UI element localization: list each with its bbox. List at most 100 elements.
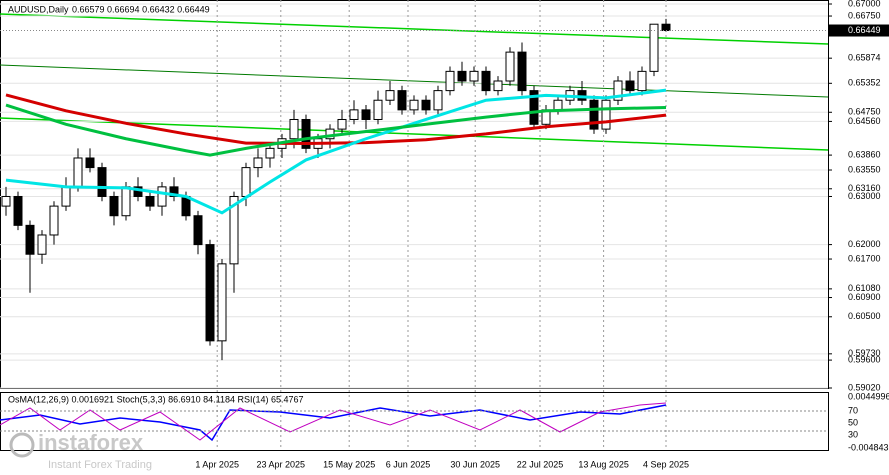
candle-body <box>241 167 251 197</box>
indicator-line <box>0 402 667 441</box>
candle-body <box>169 186 179 197</box>
candle-body <box>409 99 419 111</box>
x-tick-label: 13 Aug 2025 <box>578 459 629 469</box>
candle-body <box>613 80 623 101</box>
indicator-text: OsMA(12,26,9) 0.0016921 Stoch(5,3,3) 86.… <box>8 394 304 404</box>
candle-body <box>253 157 263 169</box>
x-tick-label: 1 Apr 2025 <box>195 459 239 469</box>
trend-line <box>0 13 829 45</box>
candle-body <box>229 195 239 265</box>
candle-body <box>301 118 311 149</box>
candle-body <box>133 186 143 197</box>
x-tick-label: 22 Jul 2025 <box>517 459 564 469</box>
y-tick-label: 0.64560 <box>848 116 881 126</box>
moving-average <box>5 88 667 215</box>
candle-body <box>433 90 443 111</box>
candle-body <box>637 70 647 92</box>
title: AUDUSD,Daily <box>8 4 69 14</box>
candle-body <box>337 118 347 130</box>
candle-body <box>217 263 227 342</box>
candle-body <box>493 80 503 92</box>
plot <box>0 0 828 450</box>
indicator-line <box>0 404 667 442</box>
candle-body <box>649 23 659 72</box>
moving-average <box>5 103 667 157</box>
candle-body <box>601 99 611 130</box>
candle-body <box>397 90 407 111</box>
indicator-frame <box>0 392 829 451</box>
logo-sub: Instant Forex Trading <box>48 459 152 471</box>
y-tick-label: 0.64750 <box>848 107 881 117</box>
candle-body <box>349 109 359 120</box>
y-tick-label: 0.67000 <box>848 0 881 8</box>
candle-body <box>61 186 71 207</box>
candle-body <box>13 195 23 226</box>
candle-body <box>457 70 467 82</box>
candle-body <box>445 70 455 92</box>
y-tick-label: 0.65874 <box>848 53 881 63</box>
candle-body <box>505 51 515 82</box>
candle-body <box>373 99 383 120</box>
y-tick-label: 0.62000 <box>848 239 881 249</box>
candle-body <box>205 244 215 342</box>
indicator-tick: 50 <box>848 417 858 427</box>
candle-body <box>73 157 83 188</box>
candle-body <box>385 90 395 101</box>
candle-body <box>121 186 131 217</box>
indicator-tick: 70 <box>848 405 858 415</box>
x-tick-label: 30 Jun 2025 <box>450 459 500 469</box>
candle-body <box>517 51 527 92</box>
moving-average <box>5 93 667 146</box>
y-tick-label: 0.63550 <box>848 164 881 174</box>
candle-body <box>37 234 47 255</box>
candle-body <box>145 195 155 207</box>
current-box <box>829 24 889 37</box>
candle-body <box>25 224 35 255</box>
candle-body <box>1 195 11 207</box>
y-tick-label: 0.60500 <box>848 311 881 321</box>
y-tick-label: 0.59020 <box>848 382 881 392</box>
y-tick-label: 0.61080 <box>848 283 881 293</box>
candle-body <box>481 70 491 92</box>
indicator-tick: 30 <box>848 429 858 439</box>
candle-body <box>361 109 371 120</box>
candle-body <box>625 80 635 92</box>
logo-icon <box>9 432 35 458</box>
indicator-tick: -0.004843 <box>848 442 889 452</box>
quote: 0.66579 0.66694 0.66432 0.66449 <box>72 4 210 14</box>
y-tick-label: 0.65352 <box>848 78 881 88</box>
x-tick-label: 4 Sep 2025 <box>643 459 689 469</box>
indicator-tick: 0.0044996 <box>848 391 889 401</box>
logo: instaforex <box>38 430 144 455</box>
candle-body <box>529 90 539 125</box>
trend-line <box>0 117 829 151</box>
candle-body <box>193 215 203 246</box>
trend-line <box>0 64 829 98</box>
x-tick-label: 15 May 2025 <box>323 459 375 469</box>
current-label: 0.66449 <box>848 25 881 35</box>
candle-body <box>589 99 599 130</box>
candle-body <box>289 118 299 140</box>
candle-body <box>109 195 119 217</box>
y-tick-label: 0.66750 <box>848 10 881 20</box>
candle-body <box>157 186 167 207</box>
candle-body <box>469 70 479 82</box>
y-tick-label: 0.63000 <box>848 191 881 201</box>
candle-body <box>97 167 107 197</box>
candle-body <box>49 205 59 236</box>
candle-body <box>661 23 671 32</box>
y-tick-label: 0.61700 <box>848 253 881 263</box>
y-tick-label: 0.59600 <box>848 354 881 364</box>
x-tick-label: 23 Apr 2025 <box>257 459 306 469</box>
candle-body <box>265 147 275 159</box>
candle-body <box>85 157 95 169</box>
candle-body <box>421 99 431 111</box>
y-tick-label: 0.60900 <box>848 292 881 302</box>
y-tick-label: 0.63160 <box>848 183 881 193</box>
x-tick-label: 6 Jun 2025 <box>386 459 431 469</box>
candle-body <box>553 99 563 111</box>
y-tick-label: 0.59730 <box>848 348 881 358</box>
y-tick-label: 0.63860 <box>848 149 881 159</box>
